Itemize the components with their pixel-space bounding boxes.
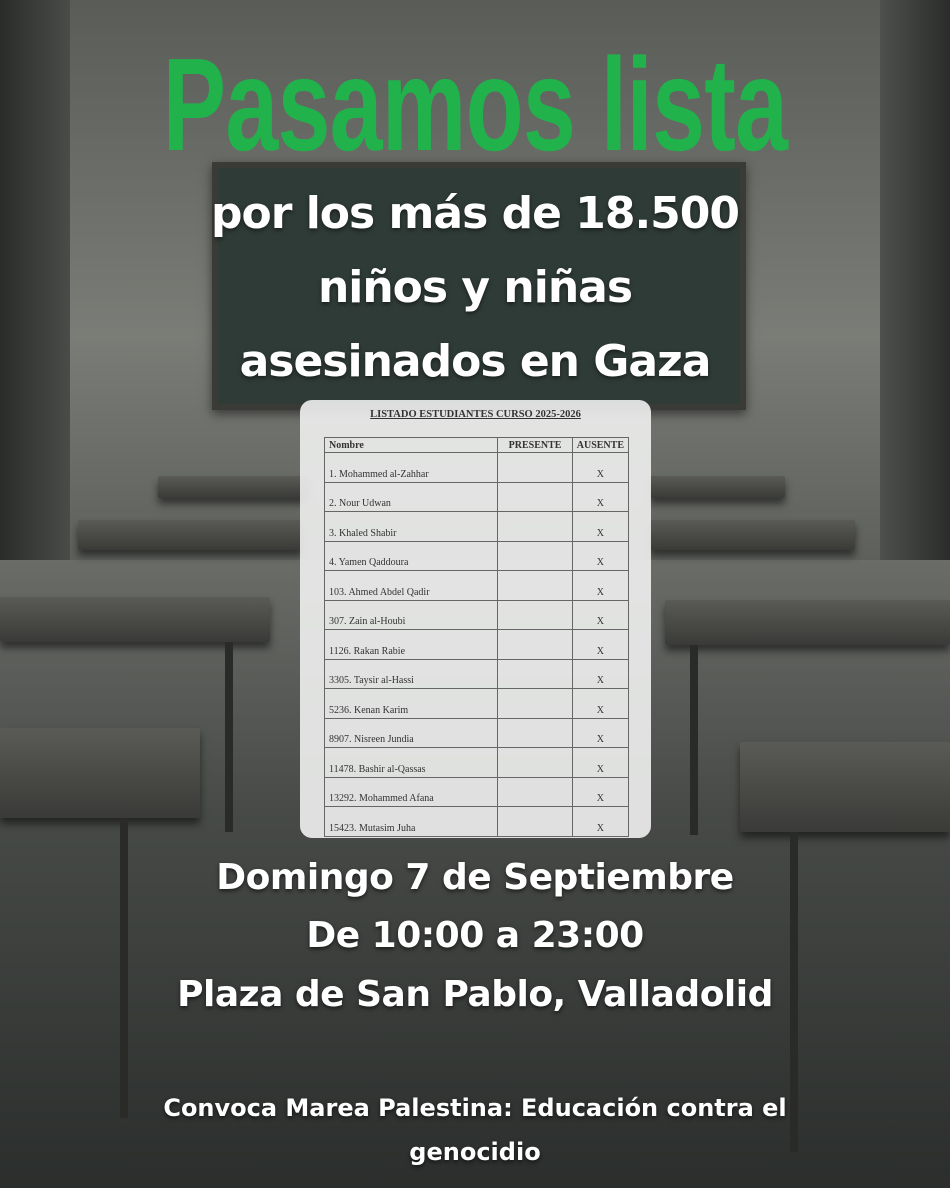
desk	[650, 476, 785, 498]
subtitle-line-2: niños y niñas	[317, 262, 633, 313]
desk	[0, 728, 200, 818]
table-row: 103. Ahmed Abdel Qadir X	[323, 570, 630, 601]
attendance-table: Nombre PRESENTE AUSENTE 1. Mohammed al-Z…	[323, 437, 630, 837]
ausente-cell: X	[571, 570, 630, 601]
right-wall	[880, 0, 950, 620]
presente-cell	[497, 452, 573, 483]
student-name: 8907. Nisreen Jundia	[323, 717, 499, 748]
ausente-cell: X	[571, 452, 630, 483]
desk	[650, 520, 855, 550]
presente-cell	[497, 717, 573, 748]
column-header: AUSENTE	[571, 437, 630, 453]
student-name: 11478. Bashir al-Qassas	[323, 747, 499, 778]
ausente-cell: X	[571, 511, 630, 542]
presente-cell	[497, 540, 573, 571]
student-name: 103. Ahmed Abdel Qadir	[323, 570, 499, 601]
student-name: 307. Zain al-Houbi	[323, 599, 499, 630]
desk-leg	[690, 645, 698, 835]
organizer-line-1: Convoca Marea Palestina: Educación contr…	[163, 1094, 787, 1122]
presente-cell	[497, 481, 573, 512]
presente-cell	[497, 570, 573, 601]
desk-leg	[790, 832, 798, 1152]
presente-cell	[497, 629, 573, 660]
list-heading: LISTADO ESTUDIANTES CURSO 2025-2026	[370, 409, 581, 420]
presente-cell	[497, 599, 573, 630]
presente-cell	[497, 806, 573, 837]
presente-cell	[497, 747, 573, 778]
student-name: 4. Yamen Qaddoura	[323, 540, 499, 571]
table-row: 11478. Bashir al-Qassas X	[323, 747, 630, 778]
table-row: 8907. Nisreen Jundia X	[323, 717, 630, 748]
desk	[665, 600, 950, 645]
student-name: 1. Mohammed al-Zahhar	[323, 452, 499, 483]
table-row: 3305. Taysir al-Hassi X	[323, 658, 630, 689]
ausente-cell: X	[571, 540, 630, 571]
desk	[740, 742, 950, 832]
ausente-cell: X	[571, 776, 630, 807]
chalkboard	[212, 162, 746, 410]
presente-cell	[497, 776, 573, 807]
organizer-line-2: genocidio	[409, 1138, 541, 1166]
presente-cell	[497, 511, 573, 542]
ausente-cell: X	[571, 481, 630, 512]
ausente-cell: X	[571, 658, 630, 689]
desk	[158, 476, 308, 498]
table-row: 13292. Mohammed Afana X	[323, 776, 630, 807]
ausente-cell: X	[571, 806, 630, 837]
ausente-cell: X	[571, 599, 630, 630]
student-name: 5236. Kenan Karim	[323, 688, 499, 719]
column-header: Nombre	[323, 437, 499, 453]
ausente-cell: X	[571, 717, 630, 748]
ausente-cell: X	[571, 629, 630, 660]
table-row: 3. Khaled Shabir X	[323, 511, 630, 542]
desk	[78, 520, 303, 550]
student-name: 1126. Rakan Rabie	[323, 629, 499, 660]
event-place: Plaza de San Pablo, Valladolid	[177, 974, 773, 1015]
student-name: 13292. Mohammed Afana	[323, 776, 499, 807]
attendance-list: LISTADO ESTUDIANTES CURSO 2025-2026 Nomb…	[300, 400, 651, 838]
desk-leg	[225, 642, 233, 832]
poster-title: Pasamos lista	[162, 31, 788, 178]
table-row: 5236. Kenan Karim X	[323, 688, 630, 719]
desk	[0, 597, 270, 642]
student-name: 15423. Mutasim Juha	[323, 806, 499, 837]
table-row: 307. Zain al-Houbi X	[323, 599, 630, 630]
table-row: 1. Mohammed al-Zahhar X	[323, 452, 630, 483]
student-name: 3. Khaled Shabir	[323, 511, 499, 542]
student-name: 2. Nour Udwan	[323, 481, 499, 512]
event-time: De 10:00 a 23:00	[306, 915, 644, 956]
student-name: 3305. Taysir al-Hassi	[323, 658, 499, 689]
ausente-cell: X	[571, 688, 630, 719]
table-row: 15423. Mutasim Juha X	[323, 806, 630, 837]
presente-cell	[497, 688, 573, 719]
table-row: 1126. Rakan Rabie X	[323, 629, 630, 660]
desk-leg	[120, 818, 128, 1118]
window-wall	[0, 0, 70, 620]
table-row: 2. Nour Udwan X	[323, 481, 630, 512]
event-date: Domingo 7 de Septiembre	[216, 857, 734, 898]
subtitle-line-3: asesinados en Gaza	[239, 336, 712, 387]
ausente-cell: X	[571, 747, 630, 778]
table-row: 4. Yamen Qaddoura X	[323, 540, 630, 571]
subtitle-line-1: por los más de 18.500	[210, 188, 740, 239]
column-header: PRESENTE	[497, 437, 573, 453]
presente-cell	[497, 658, 573, 689]
